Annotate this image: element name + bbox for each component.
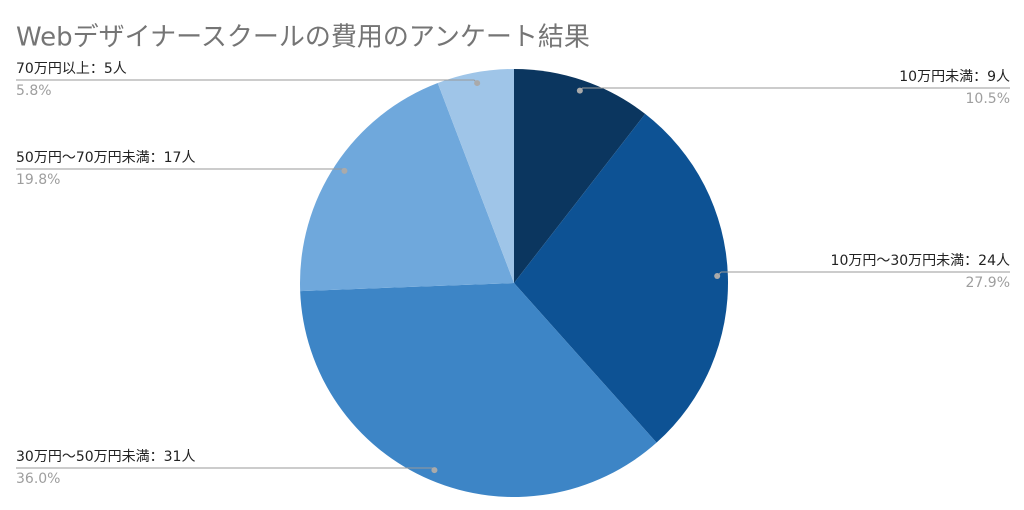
slice-label: 70万円以上：5人 [16, 61, 127, 77]
leader-dot [474, 80, 481, 87]
leader-line [579, 87, 1010, 92]
slice-value-label: 19.8% [16, 172, 60, 188]
leader-dot [341, 167, 348, 174]
pie-slice [437, 69, 514, 283]
leader-line [16, 168, 345, 172]
pie-slice [300, 283, 657, 497]
slice-value-label: 27.9% [966, 275, 1010, 291]
slice-value-label: 36.0% [16, 471, 60, 487]
slice-label: 10万円〜30万円未満：24人 [831, 253, 1010, 269]
slice-label: 10万円未満：9人 [899, 69, 1010, 85]
slice-value-label: 5.8% [16, 83, 52, 99]
leader-line [16, 79, 478, 84]
leader-line [16, 467, 435, 471]
pie-slice [514, 113, 728, 443]
pie-slice [514, 69, 646, 283]
leader-dot [431, 467, 438, 474]
slice-label: 50万円〜70万円未満：17人 [16, 150, 195, 166]
leader-dot [576, 87, 583, 94]
slice-value-label: 10.5% [966, 91, 1010, 107]
pie-slice [299, 83, 514, 292]
slices [299, 69, 728, 497]
slice-label: 30万円〜50万円未満：31人 [16, 449, 195, 465]
chart-title: Webデザイナースクールの費用のアンケート結果 [16, 23, 590, 53]
leader-dot [714, 272, 721, 279]
